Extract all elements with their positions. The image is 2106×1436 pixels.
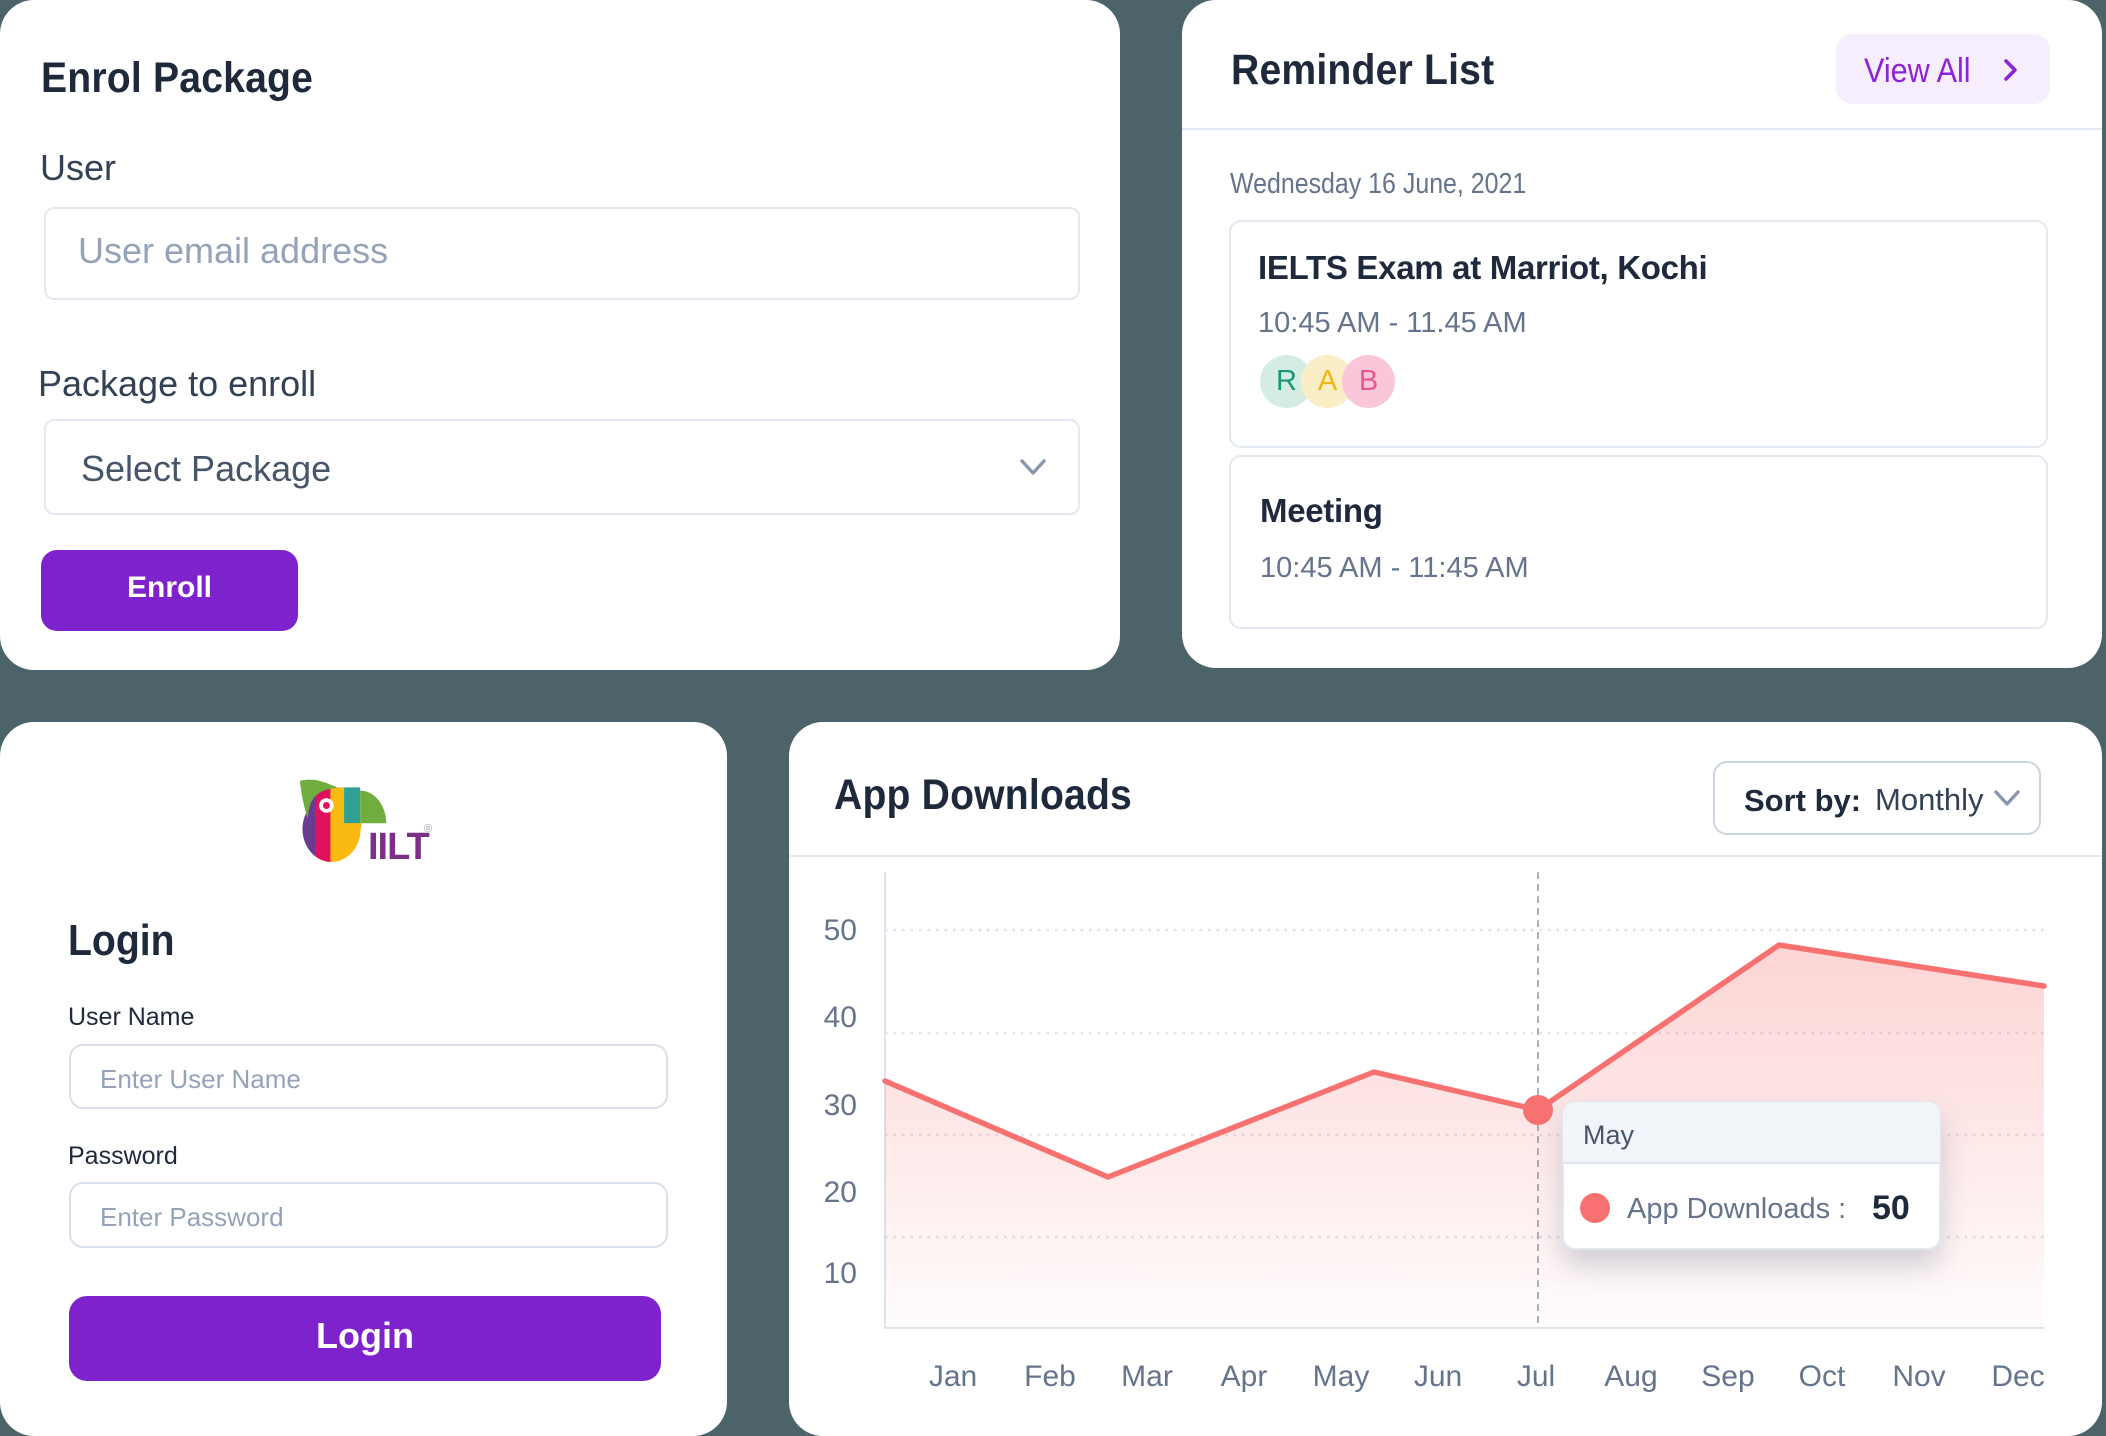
svg-text:Jul: Jul [1517, 1360, 1555, 1393]
svg-text:Mar: Mar [1121, 1360, 1173, 1393]
svg-text:App Downloads :: App Downloads : [1627, 1193, 1846, 1225]
svg-text:Dec: Dec [1991, 1360, 2044, 1393]
svg-text:IILT: IILT [368, 826, 430, 868]
svg-text:Feb: Feb [1024, 1360, 1076, 1393]
svg-text:Nov: Nov [1892, 1360, 1945, 1393]
svg-text:May: May [1313, 1360, 1370, 1393]
svg-text:50: 50 [1872, 1189, 1910, 1227]
svg-text:Jun: Jun [1414, 1360, 1462, 1393]
svg-text:Oct: Oct [1799, 1360, 1846, 1393]
svg-text:30: 30 [824, 1089, 857, 1122]
svg-text:50: 50 [824, 914, 857, 947]
svg-text:May: May [1583, 1120, 1635, 1150]
svg-text:Apr: Apr [1221, 1360, 1268, 1393]
svg-text:Aug: Aug [1604, 1360, 1657, 1393]
svg-text:10: 10 [824, 1257, 857, 1290]
svg-text:®: ® [424, 823, 432, 835]
svg-text:Jan: Jan [929, 1360, 977, 1393]
svg-text:Sep: Sep [1701, 1360, 1754, 1393]
svg-text:20: 20 [824, 1176, 857, 1209]
svg-text:40: 40 [824, 1001, 857, 1034]
